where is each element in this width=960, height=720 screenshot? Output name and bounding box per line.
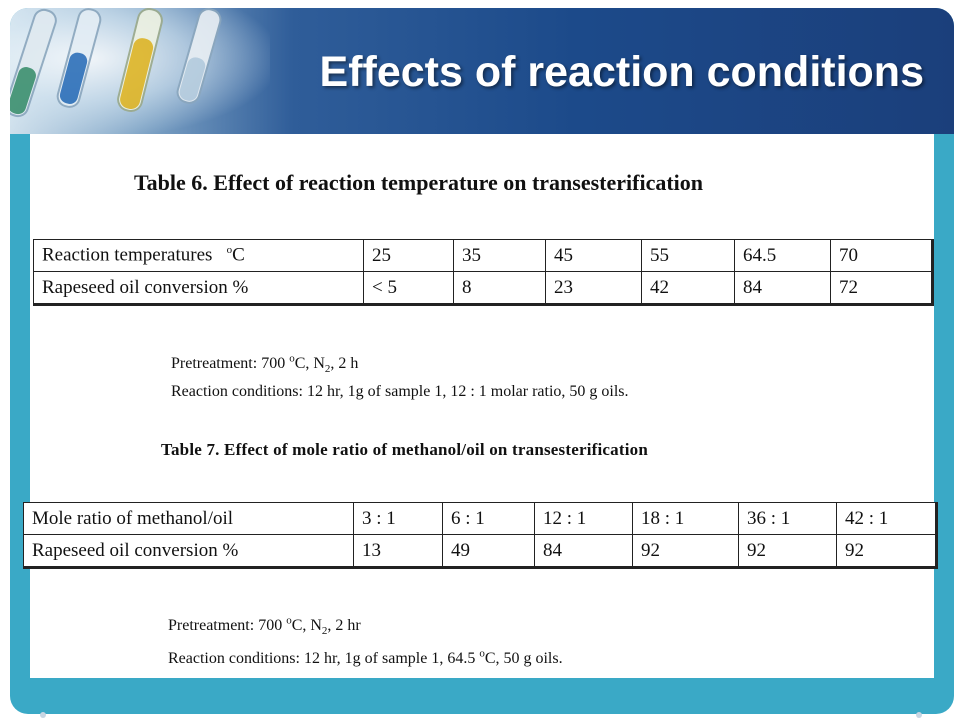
content-panel: Table 6. Effect of reaction temperature … (23, 134, 938, 678)
table-cell: 92 (738, 534, 837, 568)
table-cell: 3 : 1 (353, 502, 443, 535)
test-tubes-image (10, 8, 222, 118)
table-row: Rapeseed oil conversion % 13 49 84 92 92… (23, 534, 937, 568)
table-cell: 6 : 1 (442, 502, 535, 535)
reaction-conditions-note: Reaction conditions: 12 hr, 1g of sample… (168, 647, 563, 667)
table-cell: 18 : 1 (632, 502, 739, 535)
table-cell: 23 (545, 271, 642, 305)
table-cell: 36 : 1 (738, 502, 837, 535)
table-row: Reaction temperatures oC 25 35 45 55 64.… (33, 239, 933, 272)
table-row: Mole ratio of methanol/oil 3 : 1 6 : 1 1… (23, 502, 937, 535)
mole-ratio-table: Mole ratio of methanol/oil 3 : 1 6 : 1 1… (23, 502, 938, 569)
table-cell: 42 (641, 271, 735, 305)
row-label-conversion: Rapeseed oil conversion % (23, 534, 354, 568)
table6-notes: Pretreatment: 700 oC, N2, 2 h Reaction c… (171, 348, 629, 403)
row-label-reaction-temperature: Reaction temperatures oC (33, 239, 364, 272)
table6-caption: Table 6. Effect of reaction temperature … (134, 170, 704, 195)
table-cell: 13 (353, 534, 443, 568)
table-row: Rapeseed oil conversion % < 5 8 23 42 84… (33, 271, 933, 305)
pretreatment-note: Pretreatment: 700 oC, N2, 2 h (171, 353, 359, 376)
table-cell: 92 (632, 534, 739, 568)
table-cell: 35 (453, 239, 546, 272)
table-cell: 49 (442, 534, 535, 568)
table-cell: 70 (830, 239, 933, 272)
table-cell: 25 (363, 239, 454, 272)
decorative-dot (916, 712, 922, 718)
table-cell: 45 (545, 239, 642, 272)
table-cell: 42 : 1 (836, 502, 937, 535)
table-cell: 92 (836, 534, 937, 568)
table-cell: 84 (734, 271, 831, 305)
table-cell: 8 (453, 271, 546, 305)
table7-caption: Table 7. Effect of mole ratio of methano… (161, 440, 649, 459)
row-label-mole-ratio: Mole ratio of methanol/oil (23, 502, 354, 535)
table-cell: 55 (641, 239, 735, 272)
decorative-dot (40, 712, 46, 718)
table-cell: 64.5 (734, 239, 831, 272)
reaction-conditions-note: Reaction conditions: 12 hr, 1g of sample… (171, 382, 629, 400)
table-cell: 84 (534, 534, 633, 568)
row-label-conversion: Rapeseed oil conversion % (33, 271, 364, 305)
table-cell: < 5 (363, 271, 454, 305)
slide-title: Effects of reaction conditions (319, 48, 924, 96)
slide-frame: Effects of reaction conditions Table 6. … (10, 8, 954, 714)
table-cell: 72 (830, 271, 933, 305)
pretreatment-note: Pretreatment: 700 oC, N2, 2 hr (168, 615, 361, 638)
table7-notes: Pretreatment: 700 oC, N2, 2 hr Reaction … (168, 610, 563, 670)
header-band: Effects of reaction conditions (10, 8, 954, 134)
temperature-table: Reaction temperatures oC 25 35 45 55 64.… (33, 239, 934, 306)
table-cell: 12 : 1 (534, 502, 633, 535)
